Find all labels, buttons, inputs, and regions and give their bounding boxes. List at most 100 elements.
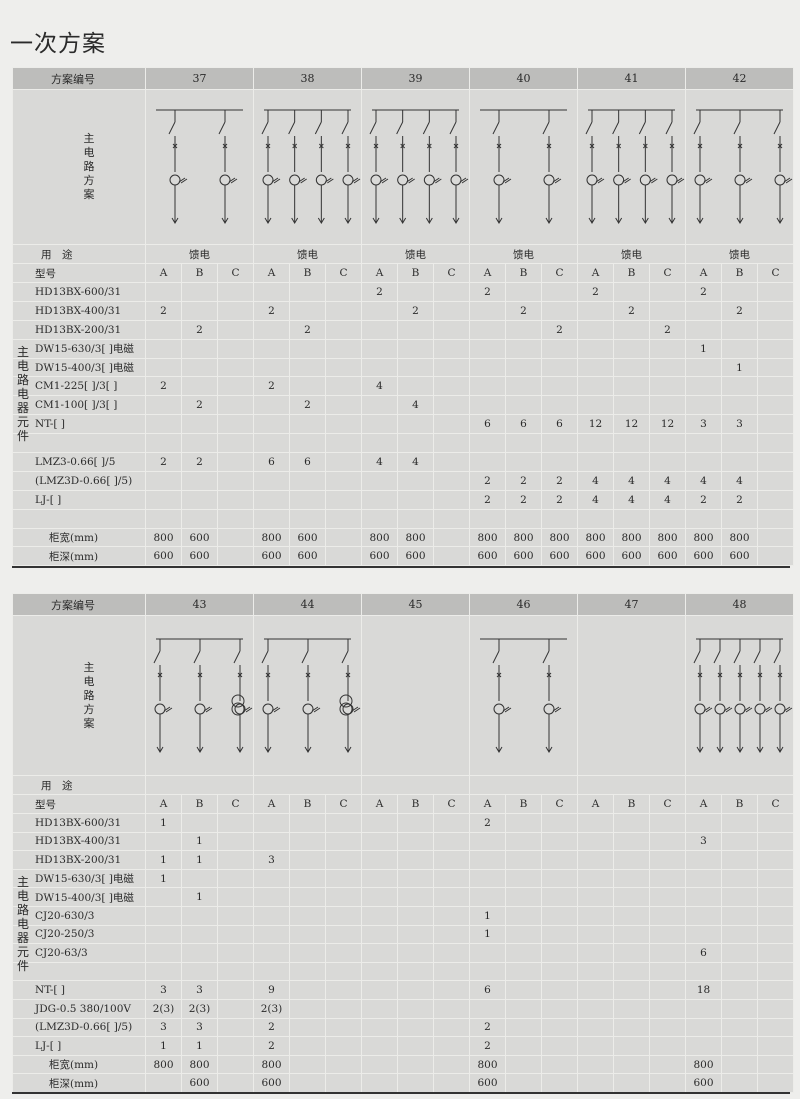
subcolumn-header: B — [289, 794, 326, 814]
component-quantity — [577, 887, 614, 907]
subcolumn-header: A — [145, 794, 182, 814]
component-quantity — [577, 831, 614, 852]
component-quantity: 4 — [577, 489, 614, 510]
component-quantity — [217, 850, 254, 870]
component-quantity — [361, 357, 398, 378]
component-quantity — [433, 319, 470, 340]
component-quantity — [685, 452, 722, 472]
component-quantity — [721, 1017, 758, 1038]
component-quantity — [325, 831, 362, 852]
component-quantity — [505, 1036, 542, 1056]
component-quantity — [649, 924, 686, 945]
component-quantity — [685, 924, 722, 945]
component-quantity — [145, 338, 182, 359]
component-quantity — [541, 887, 578, 907]
component-quantity: 2 — [253, 1017, 290, 1038]
component-quantity — [469, 357, 506, 378]
component-quantity — [613, 395, 650, 416]
table-row: 柜宽(mm) 800 600 800 600 800 800 800 800 800 800 800 8… — [12, 527, 794, 548]
component-quantity: 2 — [469, 489, 506, 510]
table-row: NT-[ ] 3 3 9 6 18 — [12, 980, 794, 1000]
table-row: DW15-400/3[ ]电磁 1 — [12, 357, 794, 378]
component-quantity — [721, 319, 758, 340]
component-quantity — [181, 470, 218, 491]
component-quantity — [433, 813, 470, 833]
table-row: (LMZ3D-0.66[ ]/5) 3 3 2 2 — [12, 1017, 794, 1038]
component-quantity — [289, 980, 326, 1000]
component-quantity — [577, 943, 614, 963]
component-quantity — [721, 1036, 758, 1056]
component-quantity — [757, 395, 794, 416]
component-quantity — [397, 1017, 434, 1038]
component-quantity — [649, 433, 686, 454]
usage-label: 用 途 — [12, 244, 146, 264]
component-quantity — [181, 433, 218, 454]
component-quantity: 4 — [577, 470, 614, 491]
component-quantity — [577, 452, 614, 472]
component-quantity — [397, 433, 434, 454]
table-row: HD13BX-600/31 1 2 — [12, 813, 794, 833]
component-quantity — [433, 905, 470, 926]
component-quantity: 800 — [253, 1054, 290, 1075]
usage-value: 馈电 — [685, 244, 794, 264]
component-name — [12, 433, 146, 454]
component-quantity — [541, 813, 578, 833]
subcolumn-header: C — [325, 263, 362, 283]
component-quantity: 600 — [469, 1073, 506, 1093]
scheme-diagram-39 — [361, 89, 470, 245]
component-quantity — [505, 961, 542, 982]
component-quantity — [685, 868, 722, 889]
component-quantity: 6 — [253, 452, 290, 472]
table-row: CJ20-630/3 1 — [12, 905, 794, 926]
component-quantity: 6 — [469, 414, 506, 435]
component-quantity: 800 — [685, 527, 722, 548]
component-quantity — [757, 1036, 794, 1056]
scheme-number: 46 — [469, 593, 578, 616]
component-quantity — [577, 376, 614, 397]
component-quantity — [361, 508, 398, 529]
component-quantity: 2(3) — [181, 998, 218, 1019]
component-quantity — [361, 868, 398, 889]
circuit-diagram — [585, 109, 685, 224]
component-quantity — [253, 868, 290, 889]
component-quantity — [505, 1054, 542, 1075]
component-quantity: 600 — [685, 546, 722, 567]
component-quantity — [217, 868, 254, 889]
component-quantity — [325, 998, 362, 1019]
component-quantity: 1 — [181, 887, 218, 907]
subcolumn-header: A — [253, 794, 290, 814]
component-quantity — [325, 319, 362, 340]
component-quantity — [505, 813, 542, 833]
component-name: 柜宽(mm) — [12, 1054, 146, 1075]
component-quantity: 2 — [145, 376, 182, 397]
component-name: HD13BX-600/31 — [12, 282, 146, 302]
component-quantity — [757, 924, 794, 945]
component-quantity: 600 — [505, 546, 542, 567]
component-quantity — [253, 414, 290, 435]
component-quantity — [577, 998, 614, 1019]
component-quantity — [397, 319, 434, 340]
component-quantity: 3 — [685, 414, 722, 435]
component-quantity — [397, 850, 434, 870]
component-quantity — [757, 1017, 794, 1038]
scheme-number-row: 方案编号 43 44 45 46 47 48 — [12, 593, 794, 616]
component-quantity — [721, 395, 758, 416]
component-quantity — [541, 1017, 578, 1038]
component-quantity — [505, 943, 542, 963]
component-quantity: 1 — [469, 924, 506, 945]
component-quantity — [757, 905, 794, 926]
component-quantity — [181, 489, 218, 510]
component-quantity — [505, 980, 542, 1000]
component-quantity — [577, 1073, 614, 1093]
component-quantity: 600 — [253, 1073, 290, 1093]
component-quantity — [361, 319, 398, 340]
component-quantity — [217, 357, 254, 378]
component-quantity — [649, 376, 686, 397]
component-quantity: 2 — [289, 319, 326, 340]
component-quantity — [757, 452, 794, 472]
table-row: HD13BX-200/31 2 2 2 2 — [12, 319, 794, 340]
subcolumn-header: B — [397, 263, 434, 283]
subcolumn-header: A — [361, 794, 398, 814]
table-row: CM1-225[ ]/3[ ] 2 2 4 — [12, 376, 794, 397]
component-quantity: 1 — [181, 850, 218, 870]
